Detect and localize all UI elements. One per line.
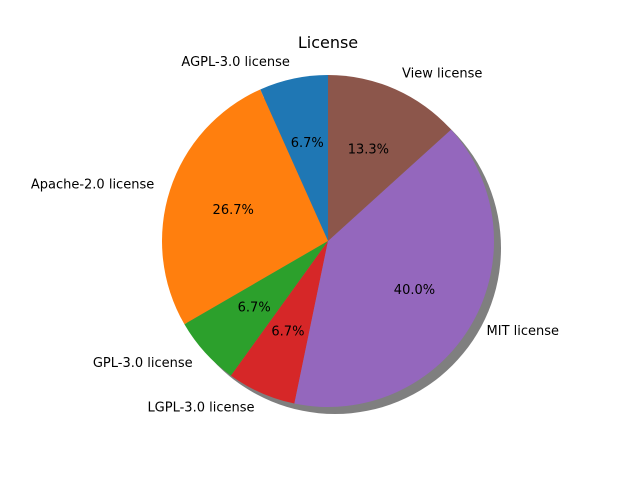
- slice-apache-2-0-license: [162, 89, 328, 325]
- slice-mit-license: [294, 129, 494, 407]
- label-view-license: View license: [402, 67, 482, 82]
- slice-lgpl-3-0-license: [230, 241, 328, 404]
- slice-agpl-3-0-license: [260, 75, 328, 241]
- label-mit-license: MIT license: [487, 324, 560, 339]
- pct-apache-2-0-license: 26.7%: [213, 203, 254, 218]
- pie-labels: AGPL-3.0 license 6.7% Apache-2.0 license 26…: [31, 55, 559, 416]
- pct-lgpl-3-0-license: 6.7%: [271, 325, 304, 340]
- label-apache-2-0-license: Apache-2.0 license: [31, 177, 154, 192]
- pct-agpl-3-0-license: 6.7%: [291, 136, 324, 151]
- slice-view-license: [328, 75, 452, 241]
- pie-slices: [162, 75, 494, 407]
- label-agpl-3-0-license: AGPL-3.0 license: [181, 55, 289, 70]
- chart-title: License: [298, 33, 358, 52]
- slice-gpl-3-0-license: [184, 241, 328, 376]
- pct-gpl-3-0-license: 6.7%: [238, 300, 271, 315]
- label-lgpl-3-0-license: LGPL-3.0 license: [147, 401, 254, 416]
- label-gpl-3-0-license: GPL-3.0 license: [93, 356, 193, 371]
- pct-view-license: 13.3%: [348, 142, 389, 157]
- pct-mit-license: 40.0%: [394, 283, 435, 298]
